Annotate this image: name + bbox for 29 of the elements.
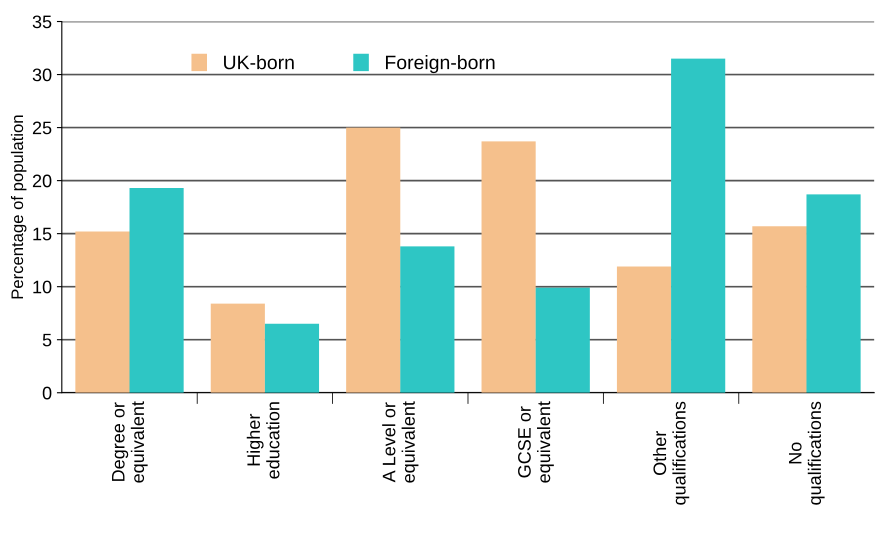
bar xyxy=(75,232,130,393)
y-tick-label: 30 xyxy=(32,68,52,82)
y-tick-label: 20 xyxy=(32,174,52,188)
bar xyxy=(400,246,454,393)
x-tick-label: Degree or equivalent xyxy=(112,401,148,483)
bar xyxy=(671,58,726,393)
y-axis-title: Percentage of population xyxy=(10,116,26,298)
y-tick-label: 25 xyxy=(32,122,52,134)
legend-label: UK-born xyxy=(224,55,294,70)
y-tick-label: 10 xyxy=(33,280,52,294)
bar xyxy=(752,226,806,393)
bar xyxy=(616,266,672,393)
bar xyxy=(536,288,590,393)
y-tick-label: 35 xyxy=(32,15,52,28)
bar xyxy=(482,141,536,393)
legend-label: Foreign-born xyxy=(386,55,494,74)
y-tick-label: 15 xyxy=(33,228,52,240)
x-tick-label: Higher education xyxy=(246,402,280,479)
x-tick-label: A Level or equivalent xyxy=(382,401,418,483)
x-tick-label: No qualifications xyxy=(788,402,825,505)
bar xyxy=(130,188,184,393)
y-tick-label: 5 xyxy=(42,334,52,346)
y-tick-label: 0 xyxy=(42,386,52,400)
x-tick-label: GCSE or equivalent xyxy=(518,401,554,483)
bar xyxy=(264,324,320,393)
bar xyxy=(806,194,861,393)
bar xyxy=(210,304,265,393)
x-tick-label: Other qualifications xyxy=(652,402,690,505)
bar xyxy=(346,128,400,393)
